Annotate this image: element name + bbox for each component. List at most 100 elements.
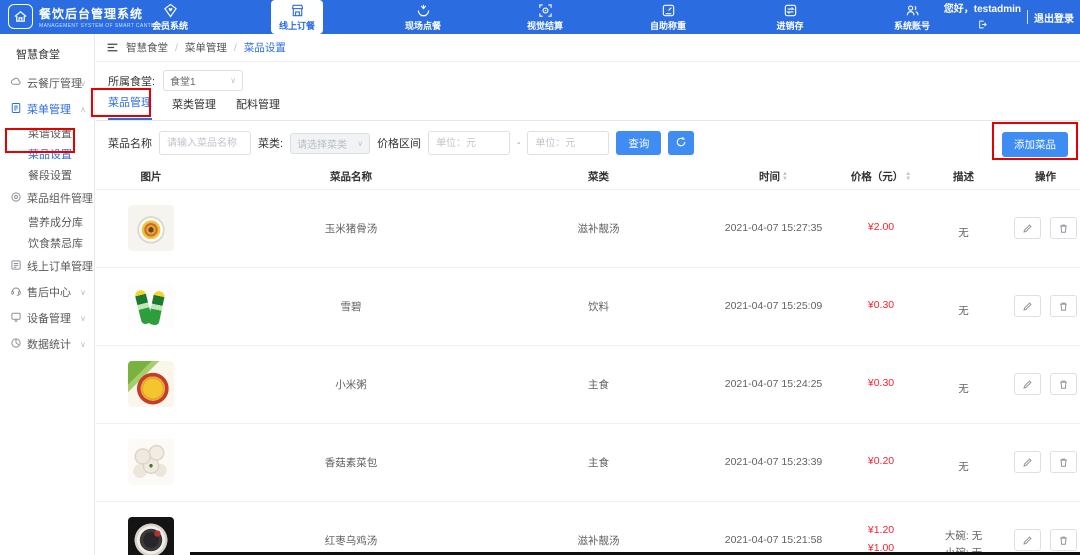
edit-button[interactable]	[1014, 373, 1042, 395]
dish-desc: 无	[958, 226, 969, 239]
sidebar-item-label: 云餐厅管理	[27, 78, 82, 90]
sidebar-item-label: 售后中心	[27, 287, 71, 299]
nav-online-order[interactable]: 线上订餐	[271, 0, 323, 34]
nav-onsite-order[interactable]: 现场点餐	[373, 0, 473, 34]
delete-button[interactable]	[1049, 373, 1077, 395]
divider	[1027, 10, 1028, 24]
sidebar-item-data-statistics[interactable]: 数据统计 ∨	[0, 331, 94, 357]
dish-photo	[128, 205, 174, 251]
price-min-input[interactable]	[428, 131, 511, 155]
onsite-order-icon	[416, 3, 431, 18]
nav-visual-checkout[interactable]: 视觉结算	[495, 0, 595, 34]
sidebar-subitem-diet-taboo-library[interactable]: 饮食禁忌库	[0, 232, 94, 253]
sidebar-item-label: 线上订单管理	[27, 261, 93, 273]
sidebar-subitem-nutrition-library[interactable]: 营养成分库	[0, 211, 94, 232]
breadcrumb-separator: /	[175, 41, 178, 54]
breadcrumb: 智慧食堂 / 菜单管理 / 菜品设置	[96, 34, 1080, 62]
app-logo-icon	[8, 4, 33, 29]
sidebar-subitem-label: 营养成分库	[28, 216, 83, 229]
search-button[interactable]: 查询	[616, 131, 662, 155]
dish-name-input[interactable]	[159, 131, 251, 155]
sort-icon[interactable]: ▲ ▼	[905, 171, 912, 183]
screen-edge-artifact	[190, 552, 1080, 555]
canteen-select-label: 所属食堂:	[108, 75, 156, 88]
app-subtitle: MANAGEMENT SYSTEM OF SMART CANTEEN	[39, 22, 163, 29]
sidebar: 智慧食堂 云餐厅管理 ∨ 菜单管理 ∧ 菜谱设置 菜品设置 餐段设置	[0, 34, 95, 555]
collapse-menu-icon[interactable]	[106, 41, 119, 54]
breadcrumb-separator: /	[233, 41, 237, 54]
delete-button[interactable]	[1049, 451, 1077, 473]
sidebar-item-label: 菜品组件管理	[27, 193, 93, 205]
refresh-button[interactable]	[668, 131, 695, 155]
breadcrumb-item-current: 菜品设置	[243, 42, 286, 54]
col-header-time: 时间 ▲ ▼	[759, 171, 788, 184]
dish-price: ¥0.30	[867, 299, 895, 312]
nav-member-system[interactable]: 会员系统	[120, 0, 220, 34]
dish-price: ¥0.20	[867, 455, 895, 468]
logout-button[interactable]: 退出登录	[1034, 13, 1074, 25]
breadcrumb-item[interactable]: 智慧食堂	[126, 42, 168, 54]
nav-system-account[interactable]: 系统账号	[862, 0, 962, 34]
table-row: 小米粥 主食 2021-04-07 15:24:25 ¥0.30 无	[96, 344, 1080, 423]
dish-desc: 无	[958, 382, 969, 395]
range-separator: -	[517, 137, 521, 149]
price-max-input[interactable]	[527, 131, 610, 155]
breadcrumb-item[interactable]: 菜单管理	[184, 42, 227, 54]
delete-button[interactable]	[1049, 295, 1077, 317]
sidebar-item-cloud-canteen[interactable]: 云餐厅管理 ∨	[0, 70, 94, 96]
sidebar-subitem-recipe-settings[interactable]: 菜谱设置	[0, 122, 94, 143]
chevron-down-icon: ∨	[80, 261, 86, 271]
sidebar-item-online-order-management[interactable]: 线上订单管理 ∨	[0, 253, 94, 279]
inventory-icon	[783, 3, 798, 18]
category-select-placeholder: 请选择菜类	[297, 139, 348, 151]
nav-inventory[interactable]: 进销存	[740, 0, 840, 34]
dish-time: 2021-04-07 15:24:25	[701, 344, 846, 423]
sidebar-subitem-label: 饮食禁忌库	[28, 237, 83, 250]
dish-photo	[128, 439, 174, 485]
tab-dish-management[interactable]: 菜品管理	[108, 94, 152, 120]
sidebar-item-menu-management[interactable]: 菜单管理 ∧	[0, 96, 94, 122]
component-icon	[10, 191, 22, 206]
dish-name-label: 菜品名称	[108, 138, 152, 150]
dish-category: 滋补靓汤	[496, 188, 701, 267]
nav-label: 线上订餐	[278, 20, 315, 31]
table-row: 玉米猪骨汤 滋补靓汤 2021-04-07 15:27:35 ¥2.00 无	[96, 188, 1080, 267]
canteen-select[interactable]: 食堂1 ∨	[163, 70, 244, 91]
self-weighing-icon	[661, 3, 676, 18]
nav-self-weighing[interactable]: 自助称重	[618, 0, 718, 34]
delete-button[interactable]	[1049, 529, 1077, 552]
col-header-category: 菜类	[588, 171, 609, 184]
sidebar-subitem-meal-period-settings[interactable]: 餐段设置	[0, 164, 94, 185]
edit-button[interactable]	[1014, 451, 1042, 473]
add-dish-button[interactable]: 添加菜品	[1002, 132, 1068, 157]
sidebar-item-dish-component[interactable]: 菜品组件管理 ∧	[0, 185, 94, 211]
dish-desc: 大碗: 无	[944, 530, 983, 543]
user-greeting: 您好，testadmin	[943, 4, 1021, 15]
chevron-up-icon: ∧	[80, 104, 86, 114]
system-account-icon	[905, 3, 920, 18]
edit-button[interactable]	[1014, 217, 1042, 239]
sort-icon[interactable]: ▲ ▼	[782, 171, 788, 183]
order-list-icon	[10, 259, 22, 274]
stats-icon	[10, 337, 22, 352]
delete-button[interactable]	[1049, 217, 1077, 239]
tabstrip: 菜品管理 菜类管理 配料管理	[96, 95, 1080, 121]
tab-category-management[interactable]: 菜类管理	[172, 99, 216, 111]
chevron-down-icon: ∨	[80, 339, 86, 349]
nav-label: 系统账号	[893, 20, 930, 31]
sidebar-item-label: 数据统计	[27, 339, 71, 351]
sidebar-item-device-management[interactable]: 设备管理 ∨	[0, 305, 94, 331]
dish-name: 红枣乌鸡汤	[206, 500, 496, 555]
menu-doc-icon	[10, 102, 22, 117]
dish-photo	[128, 517, 174, 555]
edit-button[interactable]	[1014, 529, 1042, 552]
top-navbar: 餐饮后台管理系统 MANAGEMENT SYSTEM OF SMART CANT…	[0, 0, 1080, 34]
category-select[interactable]: 请选择菜类 ∨	[290, 132, 371, 154]
category-label: 菜类:	[258, 138, 284, 150]
visual-checkout-icon	[538, 3, 553, 18]
sidebar-item-aftersale-center[interactable]: 售后中心 ∨	[0, 279, 94, 305]
edit-button[interactable]	[1014, 295, 1042, 317]
tab-ingredient-management[interactable]: 配料管理	[236, 99, 280, 111]
logout-arrow-icon[interactable]	[978, 16, 987, 34]
sidebar-subitem-dish-settings[interactable]: 菜品设置	[0, 143, 94, 164]
